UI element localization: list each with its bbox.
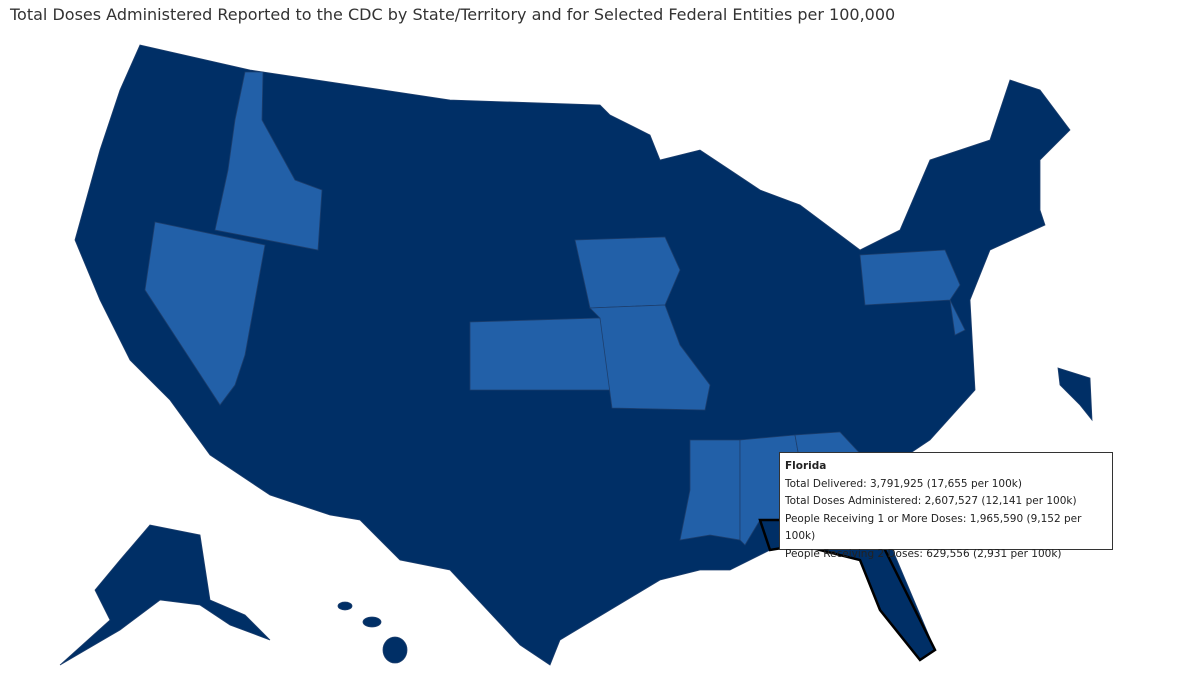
delaware — [949, 299, 966, 336]
alaska — [59, 524, 271, 666]
hawaii-island — [362, 616, 382, 628]
pennsylvania — [859, 249, 961, 306]
tooltip-title: Florida — [785, 460, 827, 472]
tooltip-line: Total Delivered: 3,791,925 (17,655 per 1… — [785, 477, 1022, 490]
idaho — [214, 71, 323, 251]
tooltip-line: People Receiving 2 Doses: 629,556 (2,931… — [785, 547, 1062, 560]
page-title: Total Doses Administered Reported to the… — [10, 5, 896, 24]
hawaii-island — [382, 636, 408, 664]
missouri — [589, 304, 711, 411]
hawaii-island — [337, 601, 353, 611]
tooltip: Florida Total Delivered: 3,791,925 (17,6… — [779, 452, 1113, 560]
iowa — [574, 236, 681, 309]
tooltip-line: Total Doses Administered: 2,607,527 (12,… — [785, 495, 1077, 507]
territory — [1057, 367, 1093, 422]
kansas — [469, 317, 616, 391]
nevada — [144, 221, 266, 406]
tooltip-line: People Receiving 1 or More Doses: 1,965,… — [785, 512, 1082, 543]
